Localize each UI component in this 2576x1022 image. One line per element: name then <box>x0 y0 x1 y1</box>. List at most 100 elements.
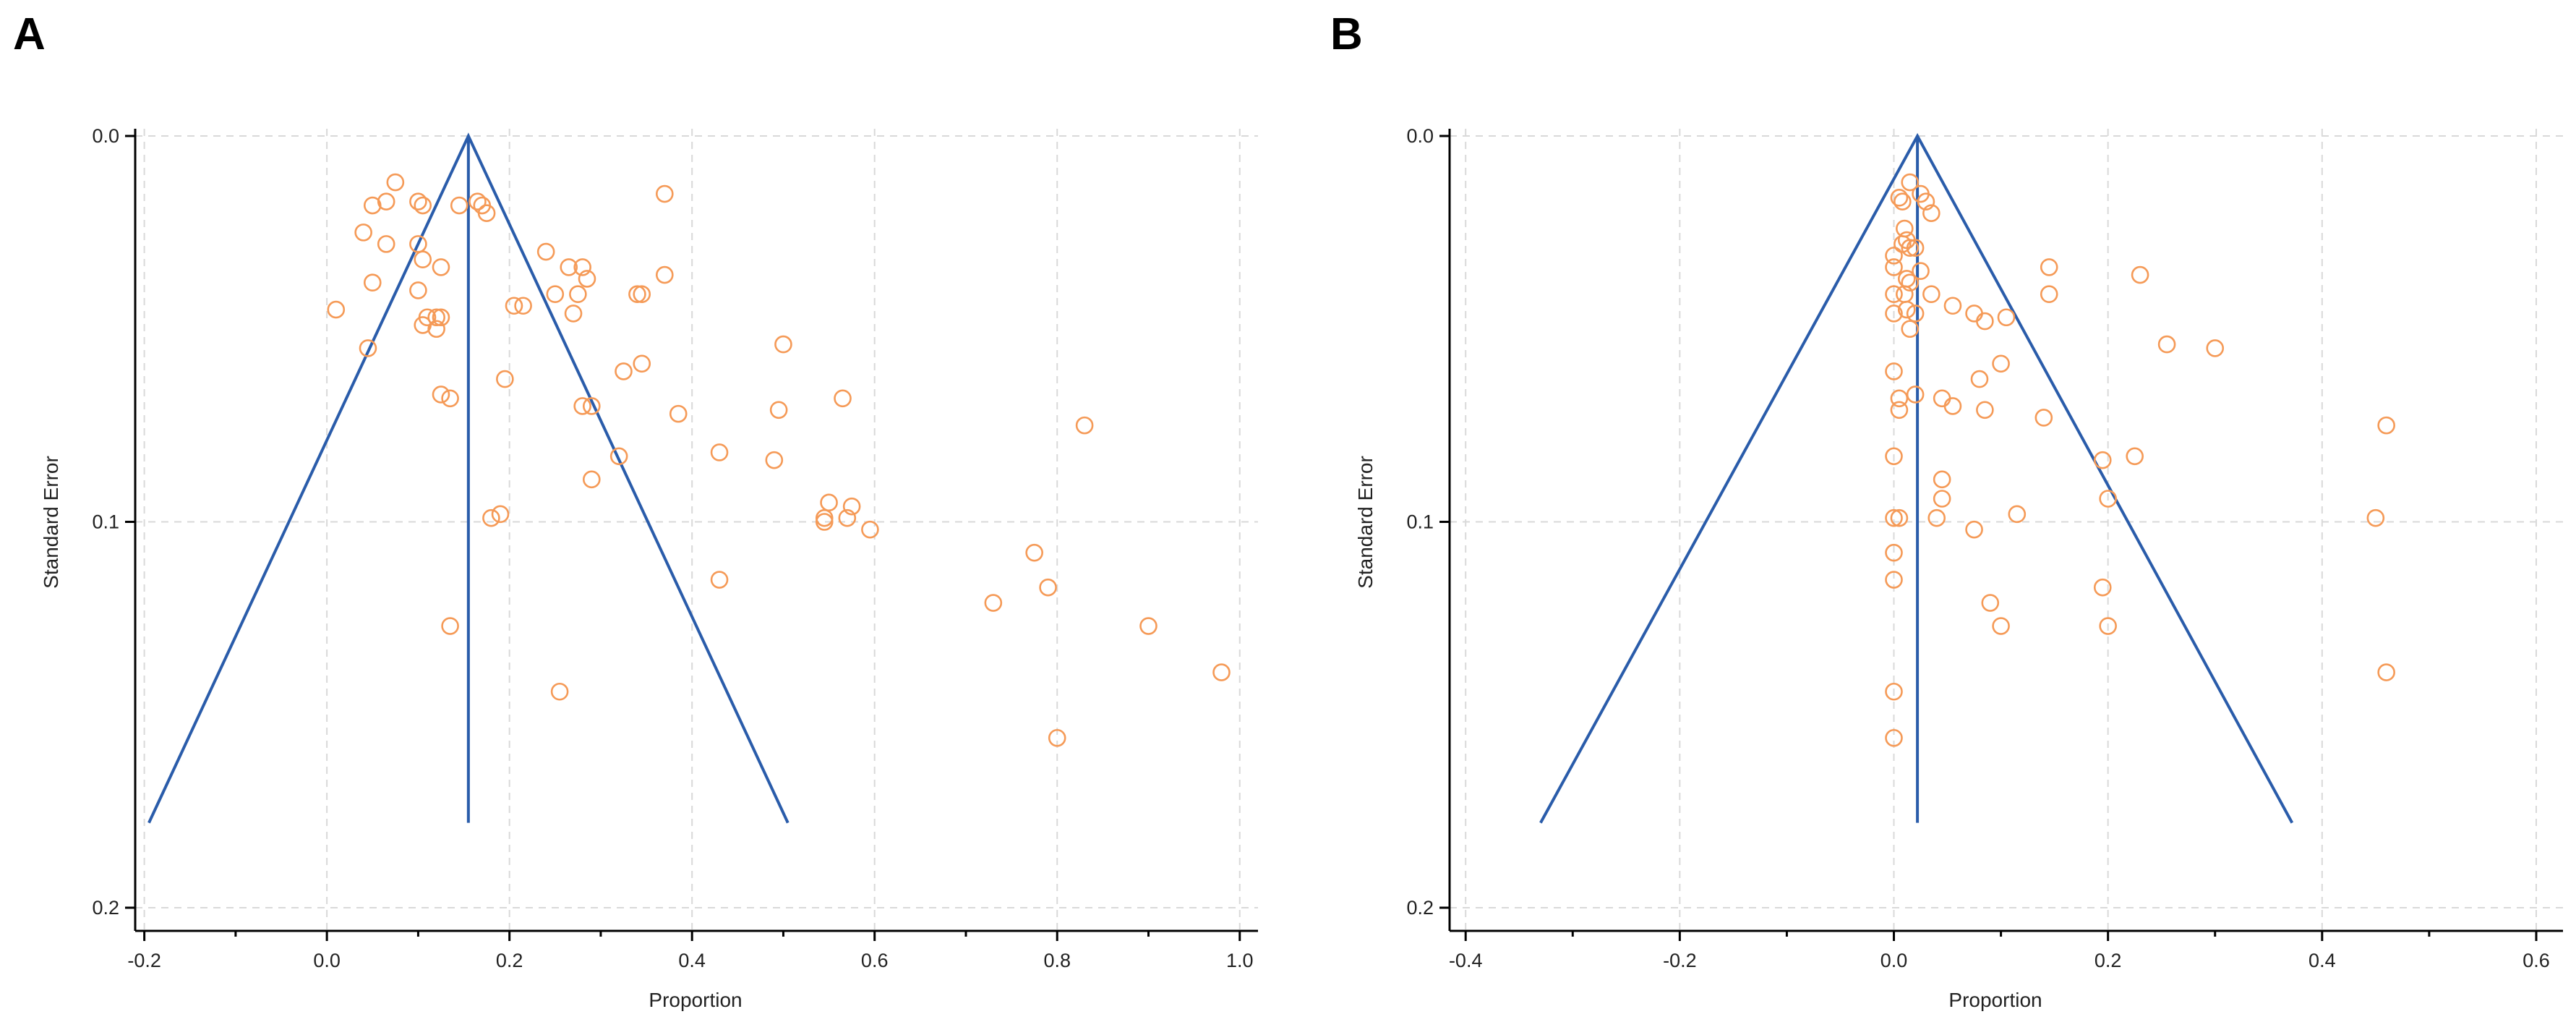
panel-b-study-point <box>1970 370 1989 388</box>
panel-b-study-point <box>1885 447 1903 466</box>
panel-a-study-point <box>409 192 427 210</box>
panel-b-xlabel: Proportion <box>1948 989 2042 1011</box>
panel-a-y-tick-label: 0.0 <box>92 125 119 147</box>
panel-a-study-point <box>583 470 601 489</box>
panel-a-study-point <box>432 386 450 404</box>
panel-a-study-point <box>482 508 500 527</box>
panel-b-study-point <box>1890 508 1909 527</box>
panel-a-study-point <box>536 242 555 261</box>
panel-a-study-point <box>386 173 405 192</box>
panel-b-x-tick-label: 0.4 <box>2308 950 2336 971</box>
panel-a-study-point <box>834 389 852 408</box>
panel-a-study-point <box>1039 578 1057 597</box>
panel-a-study-point <box>573 258 591 276</box>
panel-b-study-point <box>1917 192 1935 210</box>
panel-b-study-point <box>1885 508 1903 527</box>
panel-b-study-point <box>1885 258 1903 276</box>
panel-a-study-point <box>414 250 432 269</box>
panel-b-x-tick-label: 0.6 <box>2522 950 2550 971</box>
panel-b-study-point <box>2377 663 2395 681</box>
panel-a-study-point <box>838 508 857 527</box>
panel-b-study-point <box>1933 389 1951 408</box>
panel-b-study-point <box>1897 270 1916 288</box>
panel-a-study-point <box>569 285 587 304</box>
panel-b-x-tick-label: 0.0 <box>1880 950 1908 971</box>
panel-a-study-point <box>628 285 646 304</box>
panel-b-study-point <box>1992 354 2010 373</box>
panel-b-study-point <box>1981 594 2000 612</box>
panel-b-study-point <box>2377 416 2395 435</box>
panel-a-xlabel: Proportion <box>649 989 742 1011</box>
panel-a-x-tick-label: 0.8 <box>1043 950 1071 971</box>
panel-b-study-point <box>1922 204 1940 223</box>
panel-b-study-point <box>1885 543 1903 562</box>
panel-a-x-tick-label: 0.2 <box>496 950 523 971</box>
panel-b-ylabel: Standard Error <box>1354 456 1377 589</box>
panel-a-study-point <box>427 308 445 327</box>
panel-b-study-point <box>1943 397 1962 415</box>
panel-a-study-point <box>560 258 578 276</box>
panel-b-study-point <box>1933 470 1951 489</box>
panel-a-study-point <box>491 505 510 524</box>
panel-b-x-tick-label: -0.4 <box>1449 950 1483 971</box>
panel-a-study-point <box>363 196 382 215</box>
panel-a-study-point <box>477 204 496 223</box>
panel-a-y-tick-label: 0.1 <box>92 511 119 533</box>
panel-a-plot: -0.2 0.0 0.2 0.4 0.6 0.8 1.0 0.0 0.1 0.2 <box>92 125 1258 971</box>
panel-a-study-point <box>450 196 468 215</box>
panel-a-study-point <box>656 265 674 284</box>
panel-a-study-point <box>354 223 372 242</box>
panel-a-x-tick-label: 0.4 <box>678 950 706 971</box>
panel-a-study-point <box>377 235 395 253</box>
panel-a-study-point <box>432 308 450 327</box>
panel-b-study-point <box>2034 409 2053 427</box>
panel-b-study-point <box>1906 305 1925 323</box>
panel-a-study-point <box>984 594 1003 612</box>
panel-b-study-point <box>1896 219 1914 238</box>
panel-b-study-point <box>2157 335 2176 354</box>
panel-a-x-tick-label: 0.0 <box>313 950 341 971</box>
panel-a-study-point <box>327 300 346 319</box>
panel-a-study-point <box>377 192 395 210</box>
panel-a-study-point <box>427 320 445 338</box>
panel-a-study-point <box>583 397 601 415</box>
panel-a-study-point <box>1075 416 1094 435</box>
panel-a-x-tick-label: 1.0 <box>1226 950 1254 971</box>
panel-b-study-point <box>1901 173 1920 192</box>
panel-b-study-point <box>1894 192 1912 210</box>
panel-b-study-point <box>1922 285 1940 304</box>
panel-b-study-point <box>1890 401 1909 420</box>
panel-b-study-point <box>1965 305 1983 323</box>
panel-a-study-point <box>710 571 729 589</box>
panel-a-study-point <box>441 617 459 635</box>
panel-a-study-point <box>363 273 382 292</box>
panel-a-study-point <box>1212 663 1231 681</box>
panel-b-study-point <box>1901 239 1920 257</box>
panel-a-study-point <box>414 316 432 334</box>
panel-a-study-point <box>710 443 729 461</box>
panel-b-study-point <box>1885 305 1903 323</box>
panel-b-study-point <box>1943 297 1962 315</box>
panel-a-study-point <box>815 513 834 531</box>
panel-a-study-point <box>505 297 523 315</box>
panel-a-study-point <box>815 508 834 527</box>
panel-b-study-point <box>1933 490 1951 508</box>
panel-a-study-point <box>656 184 674 203</box>
panel-a-study-point <box>609 447 628 466</box>
panel-a-study-point <box>861 520 879 539</box>
panel-a-study-point <box>468 192 487 210</box>
panel-a-study-point <box>820 493 838 512</box>
panel-b-plot: -0.4 -0.2 0.0 0.2 0.4 0.6 0.0 0.1 0.2 <box>1406 125 2563 971</box>
panel-a-study-point <box>615 362 633 380</box>
panel-a-study-point <box>1139 617 1158 635</box>
panel-a-study-point <box>441 389 459 408</box>
panel-b-study-point <box>1885 285 1903 304</box>
panel-b-study-point <box>1976 312 1994 331</box>
panel-b-study-point <box>2040 258 2058 276</box>
panel-b-study-point <box>1912 262 1930 281</box>
panel-b-letter: B <box>1330 9 1363 59</box>
panel-b-study-point <box>1885 571 1903 589</box>
panel-a-x-tick-label: 0.6 <box>861 950 889 971</box>
panel-a-study-point <box>633 354 651 373</box>
